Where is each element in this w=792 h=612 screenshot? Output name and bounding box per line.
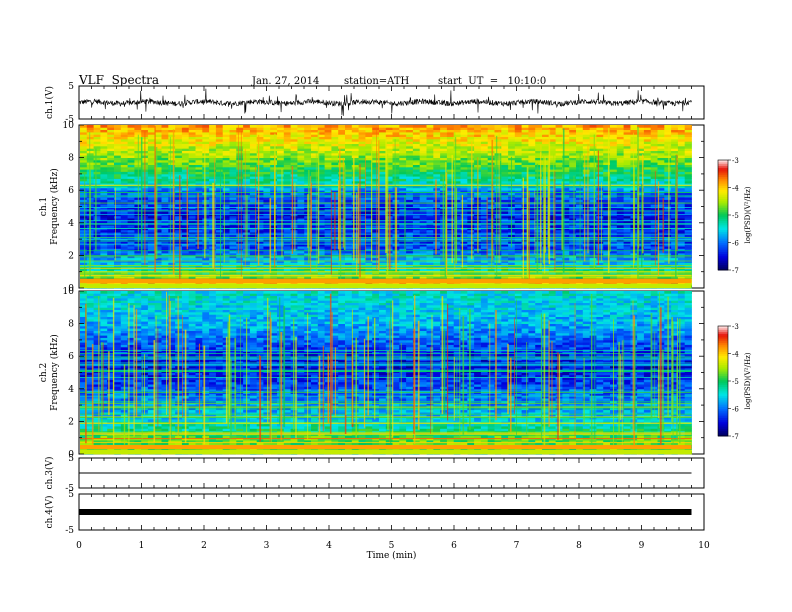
y-axis-label: Frequency (kHz): [49, 168, 60, 245]
panel-ch2-spectrogram: 0 2 4 6 8 10 ch.2 Frequency (kHz) -3 -4 -5 -6 -7 log(…: [39, 287, 752, 460]
figure-title: VLF Spectra: [79, 73, 160, 87]
colorbar-label: log(PSD)(V²/Hz): [744, 186, 752, 243]
x-tick-label: 7: [514, 541, 520, 551]
x-tick-label: 1: [139, 541, 145, 551]
colorbar-tick-label: -3: [732, 157, 739, 165]
spectrogram-image: [80, 125, 692, 289]
x-tick-label: 8: [576, 541, 582, 551]
station-label: station=ATH: [344, 76, 410, 87]
x-tick-label: 10: [698, 541, 710, 551]
y-tick-label: 0: [68, 284, 74, 294]
panel-ch1-spectrogram: 0 2 4 6 8 10 ch.1 Frequency (kHz) -3 -4 -5 -6 -7 log(…: [39, 121, 752, 294]
y-tick-label: 5: [68, 82, 74, 92]
x-tick-label: 2: [201, 541, 207, 551]
date-label: Jan. 27, 2014: [252, 76, 320, 87]
y-axis-label: ch.1(V): [44, 86, 55, 119]
y-tick-label: 8: [68, 154, 74, 164]
y-tick-label: 2: [68, 417, 74, 427]
y-tick-label: 8: [68, 320, 74, 330]
x-tick-label: 4: [326, 541, 332, 551]
colorbar-tick-label: -5: [732, 378, 739, 386]
panel-ch1-waveform: 5 -5 ch.1(V): [44, 82, 705, 125]
start-time-label: start UT = 10:10:0: [438, 76, 547, 87]
colorbar: -3 -4 -5 -6 -7 log(PSD)(V²/Hz): [717, 157, 752, 275]
y-tick-label: 6: [68, 352, 74, 362]
colorbar-tick-label: -7: [732, 267, 739, 275]
colorbar-tick-label: -3: [732, 323, 739, 331]
y-tick-label: 4: [68, 385, 74, 395]
colorbar-tick-label: -4: [732, 185, 739, 193]
y-axis-channel-label: ch.2: [39, 363, 49, 382]
colorbar-tick-label: -7: [732, 433, 739, 441]
y-tick-label: -5: [65, 484, 74, 494]
y-tick-label: 10: [63, 121, 75, 131]
panel-ch4-waveform: 5 -5 ch.4(V): [44, 490, 705, 536]
waveform-trace: [79, 509, 692, 515]
y-tick-label: 5: [68, 490, 74, 500]
panel-ch3-waveform: 5 -5 ch.3(V): [44, 454, 705, 494]
y-tick-label: 4: [68, 219, 74, 229]
colorbar-tick-label: -5: [732, 212, 739, 220]
x-tick-label: 0: [76, 541, 82, 551]
colorbar: -3 -4 -5 -6 -7 log(PSD)(V²/Hz): [717, 323, 752, 441]
y-tick-label: 0: [68, 450, 74, 460]
x-tick-label: 9: [639, 541, 645, 551]
spectrogram-image: [80, 291, 692, 455]
y-tick-label: 2: [68, 251, 74, 261]
x-tick-label: 3: [264, 541, 270, 551]
y-tick-label: -5: [65, 526, 74, 536]
colorbar-tick-label: -4: [732, 351, 739, 359]
y-axis-label: Frequency (kHz): [49, 334, 60, 411]
colorbar-tick-label: -6: [732, 406, 739, 414]
y-axis-label: ch.4(V): [44, 496, 55, 529]
x-tick-label: 5: [389, 541, 395, 551]
y-tick-label: 6: [68, 186, 74, 196]
y-tick-label: -5: [65, 115, 74, 125]
x-axis-label: Time (min): [367, 550, 417, 561]
y-tick-label: 5: [68, 454, 74, 464]
y-tick-label: 10: [63, 287, 75, 297]
y-axis-channel-label: ch.1: [39, 197, 49, 216]
x-tick-label: 6: [451, 541, 457, 551]
colorbar-tick-label: -6: [732, 240, 739, 248]
waveform-trace: [78, 88, 692, 116]
y-axis-label: ch.3(V): [44, 457, 55, 490]
colorbar-label: log(PSD)(V²/Hz): [744, 352, 752, 409]
